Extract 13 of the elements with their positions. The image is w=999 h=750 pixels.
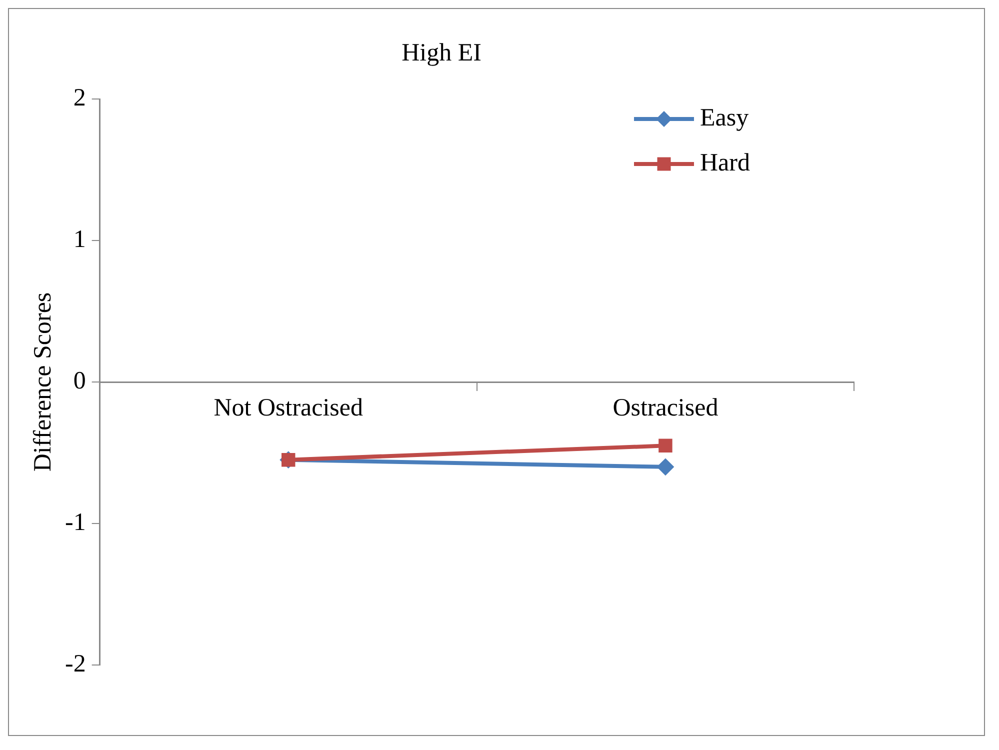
y-tick-label: -1: [64, 509, 86, 536]
point: [658, 438, 672, 453]
y-axis-title: Difference Scores: [30, 292, 57, 472]
x-tick-label: Ostracised: [612, 394, 719, 422]
legend-label: Easy: [700, 104, 750, 132]
chart-title: High EI: [402, 40, 482, 67]
y-tick-label: -2: [64, 650, 86, 678]
y-tick-label: 1: [73, 226, 86, 254]
y-tick-label: 2: [73, 84, 86, 112]
x-tick-label: Not Ostracised: [214, 394, 364, 422]
y-tick-label: 0: [73, 368, 86, 395]
legend-label: Hard: [700, 150, 750, 177]
point: [656, 458, 674, 476]
